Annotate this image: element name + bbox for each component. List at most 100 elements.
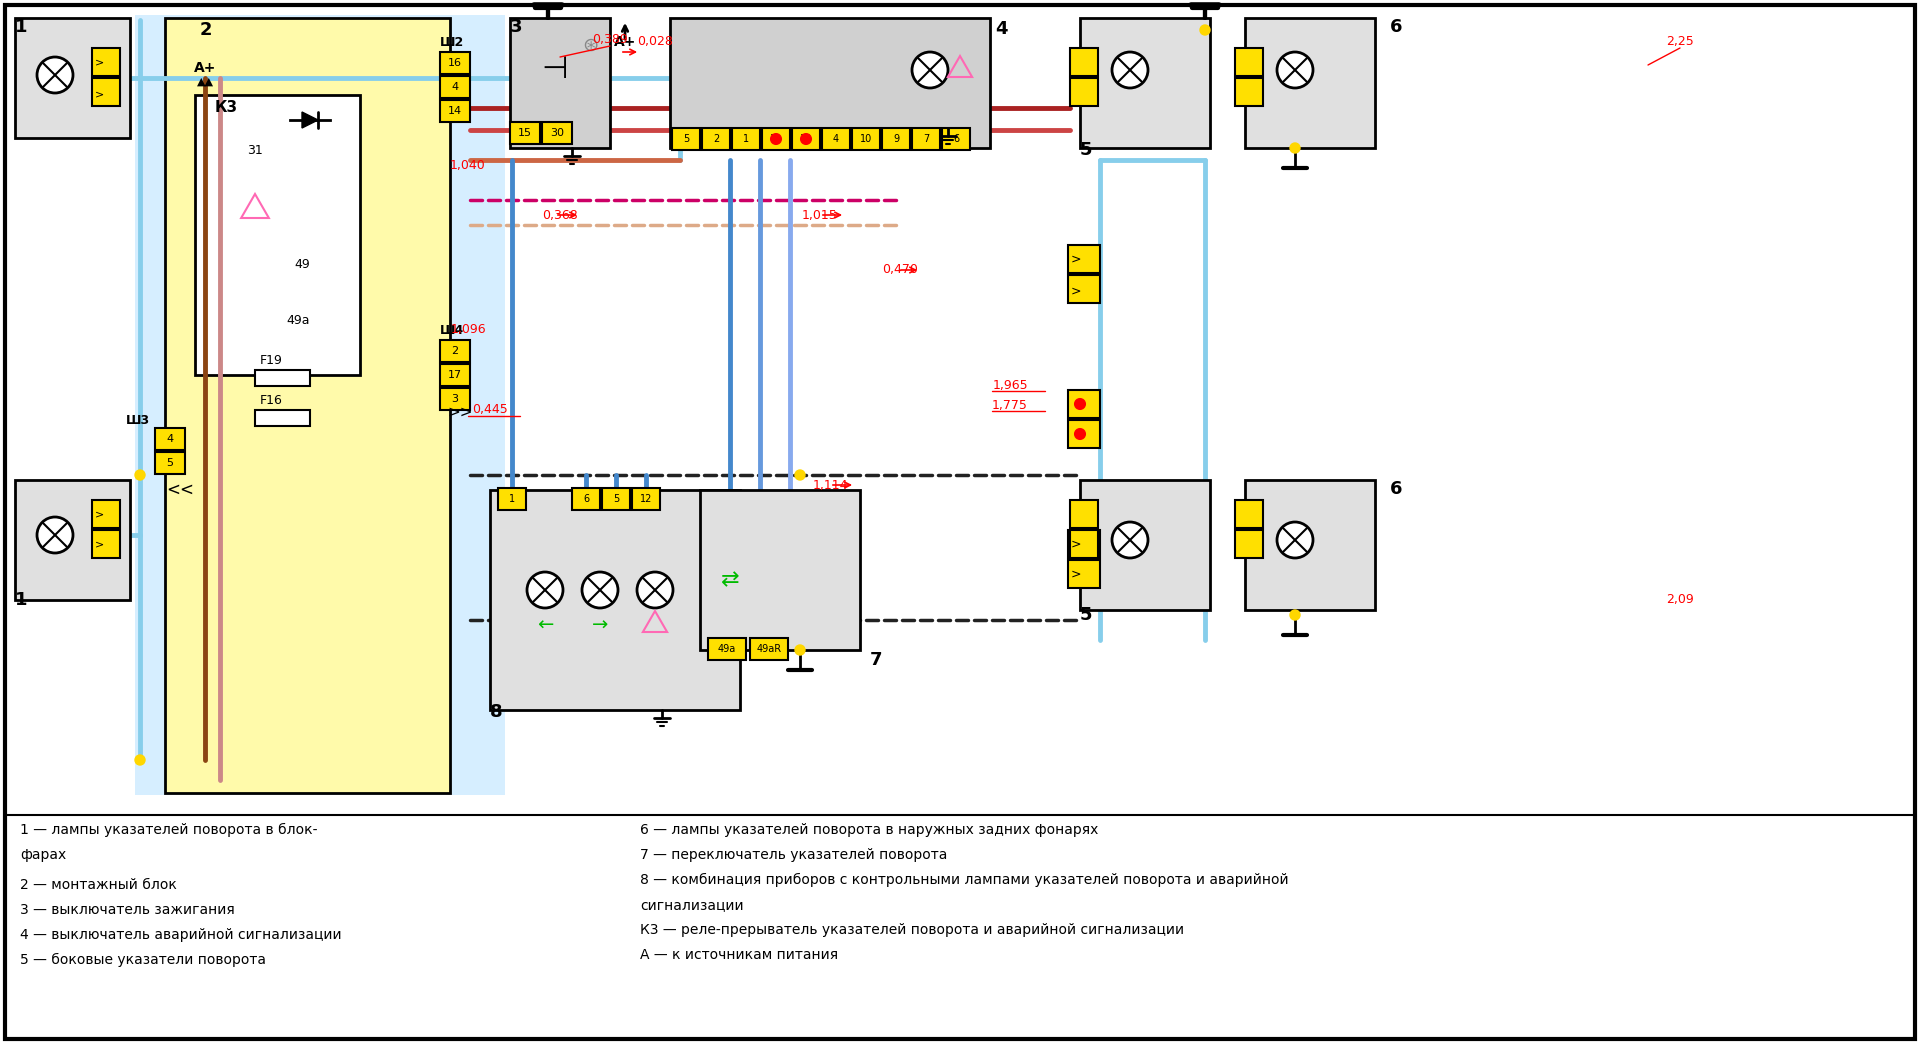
Bar — [1068, 245, 1100, 272]
Polygon shape — [301, 112, 319, 128]
Text: 49: 49 — [294, 259, 309, 271]
Text: ⊣: ⊣ — [541, 55, 568, 85]
Bar — [791, 128, 820, 150]
Circle shape — [36, 517, 73, 553]
Bar — [670, 18, 991, 148]
Text: 1,040: 1,040 — [449, 159, 486, 171]
Bar — [440, 100, 470, 122]
Text: ⇄: ⇄ — [720, 570, 739, 590]
Text: 6: 6 — [1390, 480, 1402, 498]
Circle shape — [772, 134, 781, 144]
Bar — [134, 15, 505, 794]
Bar — [1068, 420, 1100, 448]
Text: К3: К3 — [215, 100, 238, 116]
Text: сигнализации: сигнализации — [639, 898, 743, 912]
Text: 4: 4 — [167, 434, 173, 444]
Text: фарах: фарах — [19, 848, 67, 862]
Text: Ш4: Ш4 — [440, 324, 465, 336]
Text: 0,470: 0,470 — [881, 263, 918, 277]
Text: 1: 1 — [15, 18, 27, 35]
Circle shape — [1075, 429, 1085, 438]
Bar — [490, 490, 739, 710]
Text: 2: 2 — [200, 21, 213, 39]
Bar — [511, 18, 611, 148]
Text: 1 — лампы указателей поворота в блок-: 1 — лампы указателей поворота в блок- — [19, 823, 317, 837]
Bar — [165, 18, 449, 793]
Text: 5 — боковые указатели поворота: 5 — боковые указатели поворота — [19, 953, 267, 967]
Text: 2: 2 — [712, 134, 720, 144]
Text: 0,389: 0,389 — [591, 33, 628, 47]
Bar — [1244, 480, 1375, 610]
Circle shape — [1277, 52, 1313, 88]
Text: 3 — выключатель зажигания: 3 — выключатель зажигания — [19, 903, 234, 917]
Text: F16: F16 — [259, 394, 282, 406]
Bar — [1079, 480, 1210, 610]
Bar — [708, 638, 747, 660]
Bar — [632, 488, 660, 511]
Bar — [497, 488, 526, 511]
Bar — [92, 530, 119, 557]
Bar — [701, 490, 860, 650]
Text: 8 — комбинация приборов с контрольными лампами указателей поворота и аварийной: 8 — комбинация приборов с контрольными л… — [639, 873, 1288, 887]
Text: А — к источникам питания: А — к источникам питания — [639, 948, 839, 962]
Bar — [852, 128, 879, 150]
Text: >>: >> — [447, 404, 472, 420]
Text: 9: 9 — [893, 134, 899, 144]
Bar — [751, 638, 787, 660]
Bar — [672, 128, 701, 150]
Bar — [1235, 530, 1263, 557]
Bar — [1244, 18, 1375, 148]
Circle shape — [582, 572, 618, 608]
Text: 49a: 49a — [286, 313, 309, 327]
Bar — [1079, 18, 1210, 148]
Text: 30: 30 — [549, 128, 564, 138]
Text: 14: 14 — [447, 106, 463, 116]
Text: 10: 10 — [860, 134, 872, 144]
Text: >: > — [96, 57, 104, 67]
Bar — [440, 76, 470, 98]
Text: 49a: 49a — [718, 644, 735, 654]
Bar — [156, 428, 184, 450]
Bar — [156, 452, 184, 474]
Text: 5: 5 — [612, 494, 618, 504]
Text: Ш2: Ш2 — [440, 37, 465, 49]
Text: >: > — [1071, 285, 1081, 298]
Text: A+: A+ — [614, 35, 636, 49]
Bar — [1235, 48, 1263, 76]
Text: 1: 1 — [15, 591, 27, 609]
Text: 1,015: 1,015 — [803, 209, 837, 221]
Bar — [440, 340, 470, 362]
Bar — [1069, 78, 1098, 106]
Bar — [732, 128, 760, 150]
Text: 17: 17 — [447, 370, 463, 380]
Text: ←: ← — [538, 616, 553, 635]
Bar — [912, 128, 941, 150]
Bar — [15, 18, 131, 138]
Text: 3: 3 — [451, 394, 459, 404]
Bar — [1068, 560, 1100, 588]
Text: 7 — переключатель указателей поворота: 7 — переключатель указателей поворота — [639, 848, 947, 862]
Bar — [1069, 500, 1098, 528]
Bar — [822, 128, 851, 150]
Bar — [440, 388, 470, 410]
Bar — [255, 410, 309, 426]
Bar — [511, 122, 540, 144]
Circle shape — [637, 572, 674, 608]
Circle shape — [795, 645, 804, 655]
Circle shape — [795, 470, 804, 480]
Text: 12: 12 — [639, 494, 653, 504]
Bar — [1235, 500, 1263, 528]
Bar — [1068, 275, 1100, 303]
Bar — [15, 480, 131, 600]
Text: F19: F19 — [259, 354, 282, 366]
Bar — [1069, 48, 1098, 76]
Bar — [92, 500, 119, 528]
Circle shape — [134, 470, 146, 480]
Text: 4: 4 — [833, 134, 839, 144]
Text: 5: 5 — [1079, 606, 1092, 624]
Bar — [440, 52, 470, 74]
Text: 49aR: 49aR — [756, 644, 781, 654]
Bar — [762, 128, 789, 150]
Text: 2 — монтажный блок: 2 — монтажный блок — [19, 878, 177, 892]
Text: 0,028: 0,028 — [637, 35, 672, 48]
